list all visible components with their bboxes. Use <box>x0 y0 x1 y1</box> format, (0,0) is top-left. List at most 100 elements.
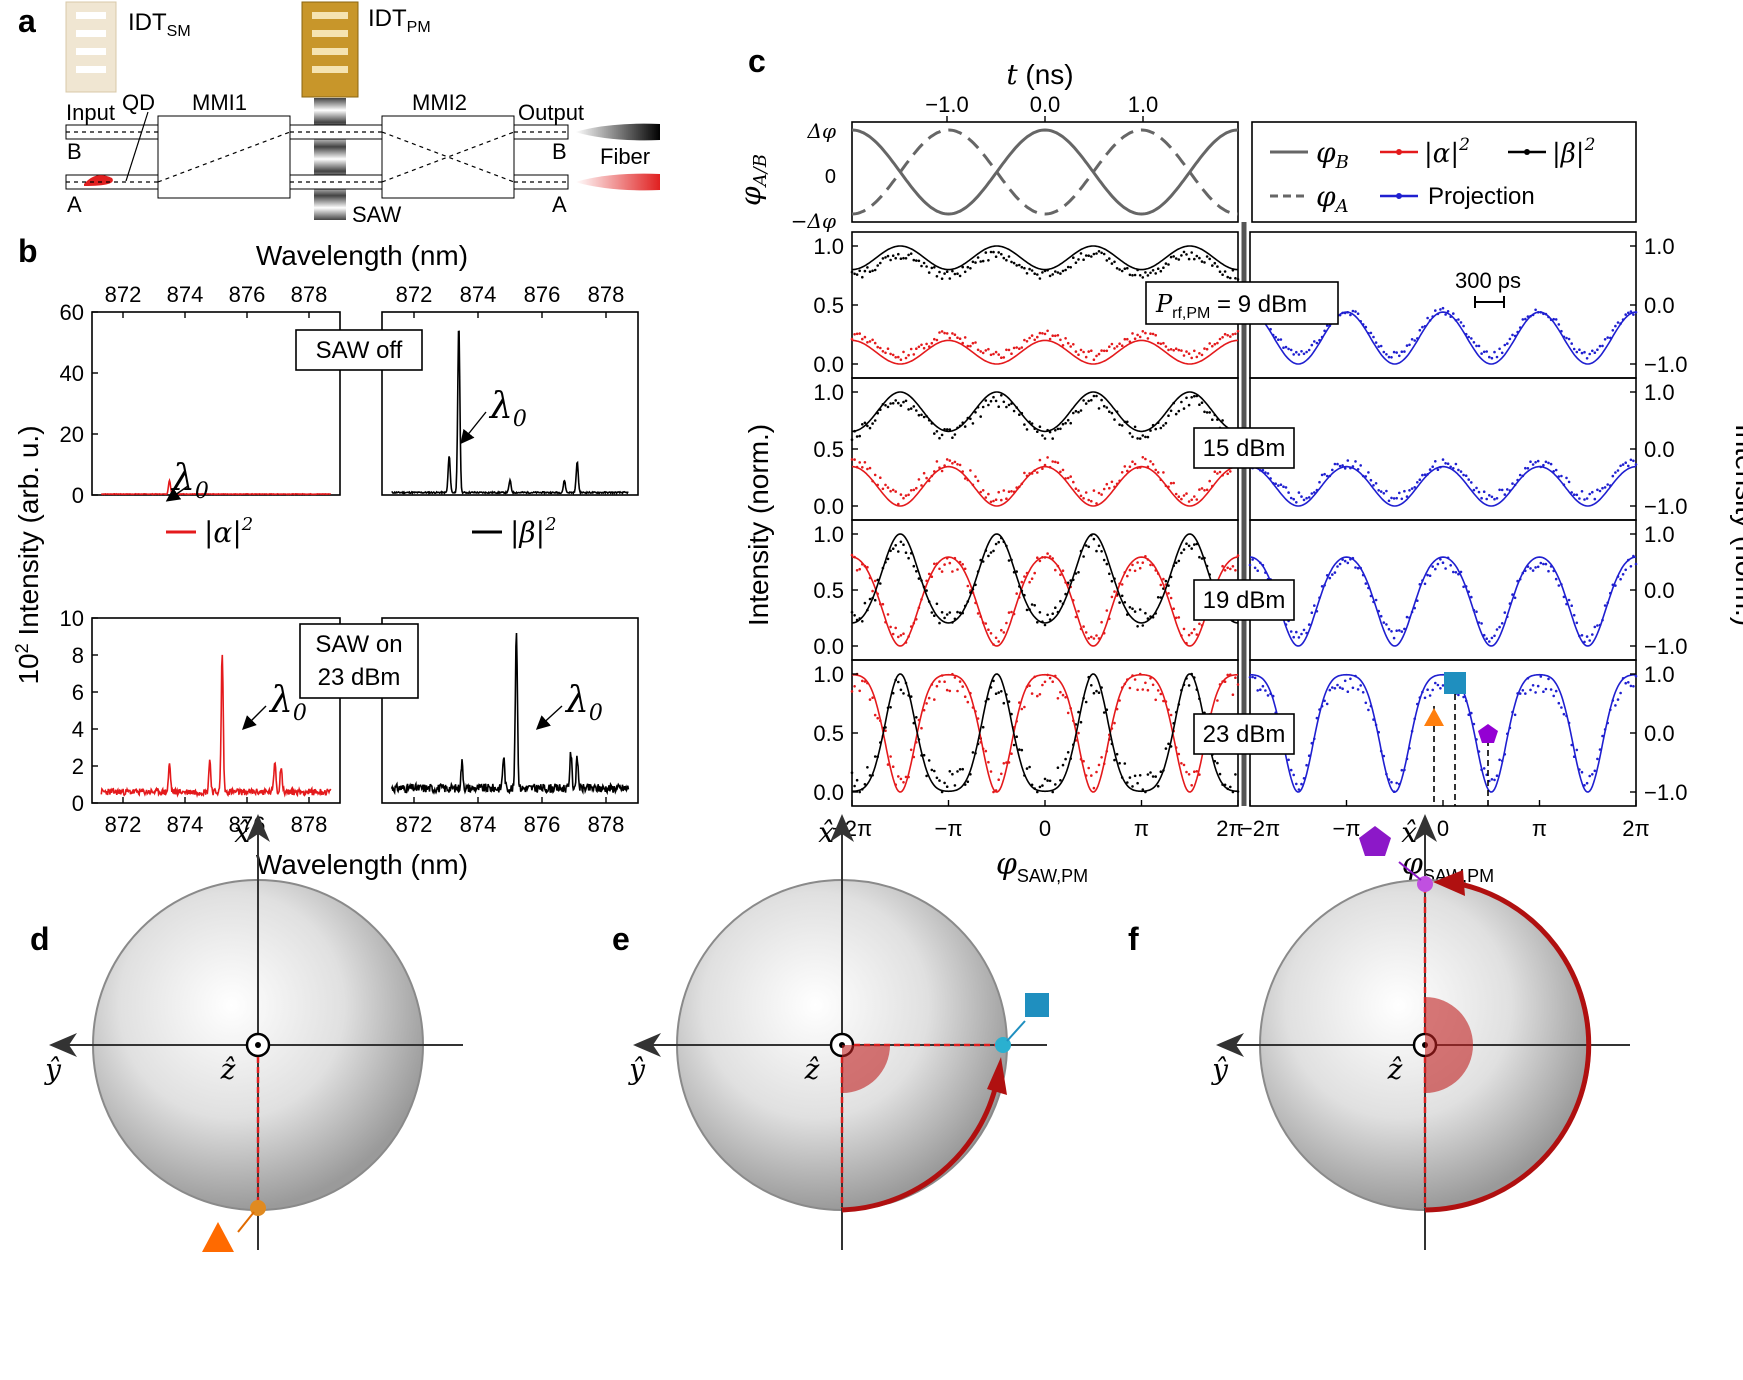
beta-point <box>1190 396 1193 399</box>
beta-point <box>1007 403 1011 407</box>
power-p-sub: rf,PM <box>1172 305 1210 322</box>
alpha-point <box>1195 633 1199 636</box>
projection-point <box>1549 688 1553 691</box>
projection-point <box>1434 567 1437 571</box>
beta-point <box>1002 400 1006 404</box>
beta-point <box>1180 400 1183 404</box>
beta-point <box>935 776 939 780</box>
beta-point <box>1000 690 1003 693</box>
alpha-point <box>1159 583 1163 587</box>
beta-point <box>1198 555 1201 559</box>
beta-point <box>1110 262 1114 265</box>
alpha-point <box>1182 627 1186 631</box>
alpha-point <box>938 567 941 571</box>
alpha-point <box>1223 569 1227 572</box>
b-legend-beta: |β| <box>510 516 545 549</box>
projection-point <box>1431 565 1434 568</box>
alpha-point <box>979 490 982 494</box>
beta-point <box>1113 418 1116 421</box>
b-ylabel-sup: 2 <box>12 643 32 653</box>
beta-point <box>853 272 856 276</box>
projection-point <box>1585 635 1589 638</box>
projection-point <box>1464 474 1468 478</box>
projection-point <box>1300 350 1303 353</box>
svg-text:|β|2: |β|2 <box>1552 135 1595 169</box>
projection-point <box>1482 350 1486 354</box>
alpha-point <box>1048 676 1052 680</box>
projection-point <box>1307 348 1311 352</box>
alpha-point <box>909 748 913 752</box>
b-xtick-bottom-1-1: 874 <box>460 812 497 837</box>
beta-point <box>1216 265 1219 268</box>
alpha-point <box>1159 342 1163 346</box>
beta-point <box>1167 263 1170 266</box>
projection-point <box>1583 640 1586 644</box>
fiber-label: Fiber <box>600 144 650 169</box>
projection-point <box>1297 788 1301 791</box>
saw-on-label-2: 23 dBm <box>318 664 401 691</box>
svg-text:t (ns): t (ns) <box>1006 58 1073 91</box>
alpha-point <box>935 684 939 688</box>
projection-point <box>1554 468 1558 472</box>
beta-point <box>899 257 903 261</box>
alpha-point <box>1082 625 1085 628</box>
beta-point <box>1159 770 1163 773</box>
beta-point <box>858 434 861 438</box>
projection-point <box>1379 490 1383 493</box>
svg-text:φB: φB <box>1316 136 1349 173</box>
alpha-point <box>987 760 990 764</box>
projection-point <box>1503 611 1507 614</box>
alpha-point <box>1226 566 1229 570</box>
alpha-point <box>948 689 952 693</box>
beta-point <box>1066 418 1070 422</box>
projection-point <box>1629 458 1633 462</box>
alpha-point <box>1144 331 1147 335</box>
alpha-point <box>1136 561 1139 564</box>
alpha-point <box>873 579 877 583</box>
beta-point <box>1187 403 1191 407</box>
c-legend-alpha: |α| <box>1424 139 1459 169</box>
beta-point <box>1149 771 1152 774</box>
beta-point <box>979 415 982 418</box>
beta-point <box>904 551 908 554</box>
alpha-point <box>956 336 959 340</box>
alpha-point <box>1092 358 1096 362</box>
projection-point <box>1426 688 1429 691</box>
t-axis-ticks: −1.0 0.0 1.0 <box>925 92 1158 122</box>
alpha-point <box>917 478 921 481</box>
beta-point <box>1205 411 1209 414</box>
angle-wedge <box>842 1045 890 1093</box>
alpha-point <box>1169 713 1173 717</box>
beta-point <box>984 399 988 402</box>
beta-point <box>1084 402 1088 405</box>
beta-point <box>850 610 854 614</box>
alpha-point <box>1126 337 1129 341</box>
projection-point <box>1565 476 1568 480</box>
alpha-point <box>1169 481 1173 485</box>
beta-point <box>1120 594 1124 598</box>
beta-point <box>863 601 867 605</box>
alpha-point <box>984 496 988 499</box>
projection-point <box>1251 675 1254 679</box>
projection-point <box>1503 493 1507 496</box>
beta-point <box>925 265 928 268</box>
projection-point <box>1554 689 1558 693</box>
projection-point <box>1295 501 1298 504</box>
alpha-point <box>1043 463 1047 467</box>
beta-point <box>1234 773 1237 776</box>
mmi1-label: MMI1 <box>192 90 247 115</box>
alpha-point <box>945 458 949 461</box>
b-spectrum-off-beta <box>391 330 629 496</box>
alpha-point <box>1167 592 1170 595</box>
beta-point <box>1051 437 1054 440</box>
alpha-point <box>1064 337 1067 340</box>
beta-point <box>953 784 957 787</box>
beta-point <box>1043 437 1047 440</box>
c-xtick-left-0: −2π <box>832 816 872 841</box>
beta-point <box>1115 267 1119 270</box>
beta-point <box>853 784 856 788</box>
projection-point <box>1374 341 1378 344</box>
b-ytick-bottom-1: 2 <box>72 754 84 779</box>
b-xtick-top-1-1: 874 <box>460 282 497 307</box>
projection-point <box>1336 565 1339 568</box>
